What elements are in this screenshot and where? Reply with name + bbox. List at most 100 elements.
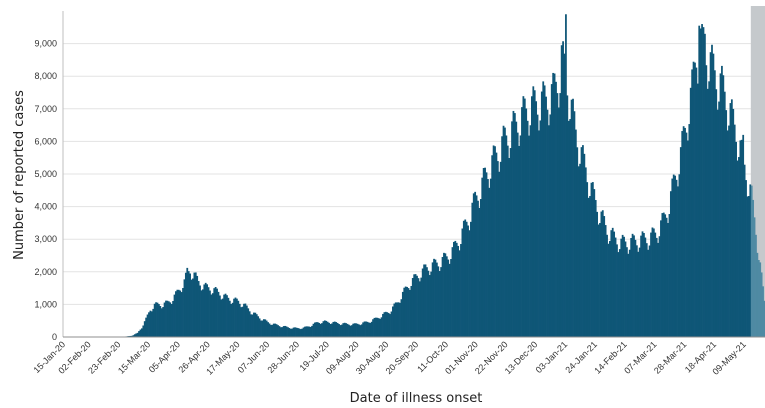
case-bar (732, 108, 735, 338)
case-bar (434, 259, 437, 337)
case-bar (681, 131, 684, 337)
case-bar (566, 95, 569, 338)
case-bar (728, 125, 730, 337)
case-bar (353, 323, 356, 337)
case-bar (264, 319, 267, 337)
case-bar (216, 288, 218, 337)
x-tick-label: 05-Apr-20 (147, 339, 182, 374)
case-bar (372, 319, 374, 337)
case-bar (704, 33, 706, 337)
case-bar (399, 302, 401, 337)
case-bar (474, 191, 477, 337)
case-bar (496, 161, 499, 337)
case-bar (262, 319, 265, 337)
case-bar (180, 292, 183, 337)
case-bar (241, 306, 244, 337)
case-bar (616, 244, 618, 337)
case-bar (319, 323, 322, 337)
case-bar (360, 324, 363, 337)
case-bar (340, 324, 343, 337)
case-bar (332, 321, 335, 337)
case-bar (658, 236, 661, 337)
case-bar (546, 109, 549, 338)
case-bar (489, 178, 492, 337)
case-bar (671, 178, 674, 337)
case-bar (542, 81, 545, 337)
case-bar (462, 220, 465, 337)
case-bar (182, 288, 184, 337)
case-bar (577, 166, 580, 337)
case-bar (223, 294, 226, 337)
case-bar (740, 139, 743, 337)
case-bar (570, 99, 573, 337)
case-bar (192, 278, 194, 337)
case-bar (258, 318, 261, 337)
case-bar (644, 237, 647, 337)
case-bar (640, 235, 642, 337)
case-bar (599, 223, 601, 337)
y-tick-label: 5,000 (34, 169, 57, 179)
case-bar (392, 306, 394, 337)
case-bar (719, 73, 722, 338)
case-bar (593, 189, 596, 337)
case-bar (389, 314, 391, 337)
case-bar (302, 327, 305, 337)
case-bar (210, 294, 213, 337)
case-bar (726, 130, 729, 337)
case-bar (200, 290, 203, 337)
case-bar (540, 91, 543, 337)
case-bar (749, 184, 752, 337)
case-bar (464, 219, 467, 337)
case-bar (498, 171, 501, 337)
case-bar (245, 305, 248, 337)
case-bar (763, 300, 765, 337)
case-bar (538, 130, 540, 337)
case-bar (705, 65, 708, 338)
case-bar (607, 243, 610, 337)
case-bar (184, 272, 187, 337)
case-bar (628, 249, 631, 337)
case-bar (655, 237, 658, 337)
case-bar (638, 247, 641, 337)
case-bar (635, 245, 638, 337)
case-bar (363, 321, 366, 337)
case-bar (141, 328, 143, 337)
case-bar (404, 286, 407, 337)
case-bar (609, 241, 611, 337)
case-bar (217, 291, 220, 337)
case-bar (729, 103, 732, 337)
case-bar (162, 307, 165, 337)
case-bar (484, 167, 486, 337)
case-bar (386, 312, 389, 337)
case-bar (591, 182, 594, 337)
case-bar (268, 323, 271, 337)
case-bar (146, 314, 149, 337)
case-bar (695, 67, 698, 337)
case-bar (580, 147, 583, 337)
case-bar (716, 109, 719, 338)
case-bar (594, 200, 597, 337)
case-bar (355, 323, 357, 337)
case-bar (220, 299, 223, 337)
case-bar (618, 249, 621, 337)
case-bar (369, 323, 372, 337)
case-bar (148, 312, 150, 337)
case-bar (721, 65, 723, 338)
case-bar (518, 145, 521, 337)
case-bar (548, 125, 550, 337)
case-bar (129, 335, 132, 337)
case-bar (219, 295, 221, 337)
case-bar (331, 323, 333, 337)
case-bar (416, 275, 418, 337)
case-bar (586, 182, 589, 337)
case-bar (559, 93, 562, 337)
case-bar (453, 241, 455, 337)
y-tick-label: 8,000 (34, 71, 57, 81)
case-bar (565, 14, 567, 337)
case-bar (691, 69, 694, 338)
case-bar (211, 293, 214, 337)
case-bar (338, 323, 340, 337)
case-bar (426, 267, 428, 337)
case-bar (350, 325, 353, 337)
case-bar (603, 216, 606, 337)
